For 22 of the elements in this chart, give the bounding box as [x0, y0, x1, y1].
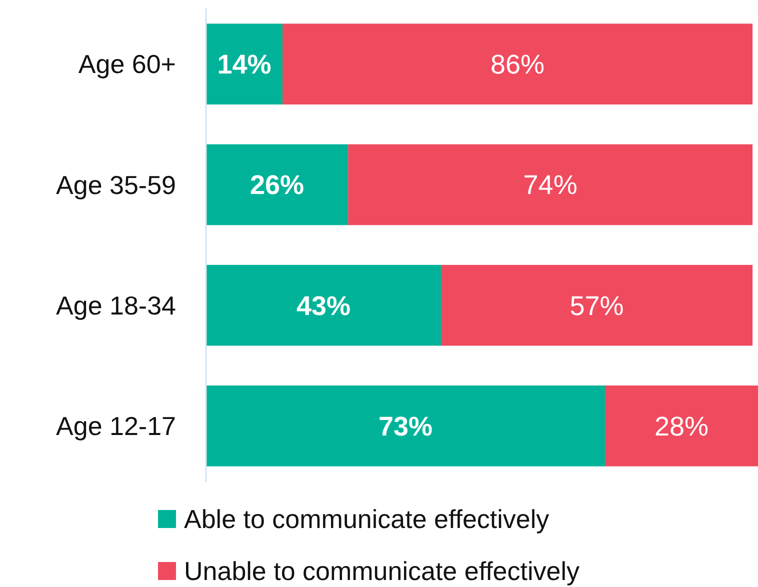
- data-label: 86%: [490, 50, 545, 80]
- y-tick-label: Age 60+: [78, 49, 176, 80]
- bar: [206, 144, 348, 226]
- bar: [441, 264, 753, 346]
- legend-label: Unable to communicate effectively: [184, 556, 580, 586]
- bar: [348, 144, 753, 226]
- bar: [206, 386, 605, 466]
- bar: [282, 24, 753, 104]
- y-tick-label: Age 35-59: [56, 170, 176, 200]
- data-label: 28%: [654, 411, 709, 442]
- data-label: 57%: [570, 290, 624, 321]
- y-tick-label: Age 12-17: [56, 411, 176, 442]
- legend-label: Able to communicate effectively: [184, 504, 550, 534]
- data-label: 26%: [250, 170, 304, 200]
- bar: [206, 264, 442, 346]
- bar: [604, 386, 758, 466]
- y-tick-label: Age 18-34: [56, 290, 176, 320]
- data-label: 43%: [296, 290, 351, 321]
- bar: [206, 24, 283, 104]
- data-label: 73%: [378, 411, 433, 442]
- data-label: 14%: [217, 50, 272, 80]
- data-label: 74%: [523, 170, 578, 200]
